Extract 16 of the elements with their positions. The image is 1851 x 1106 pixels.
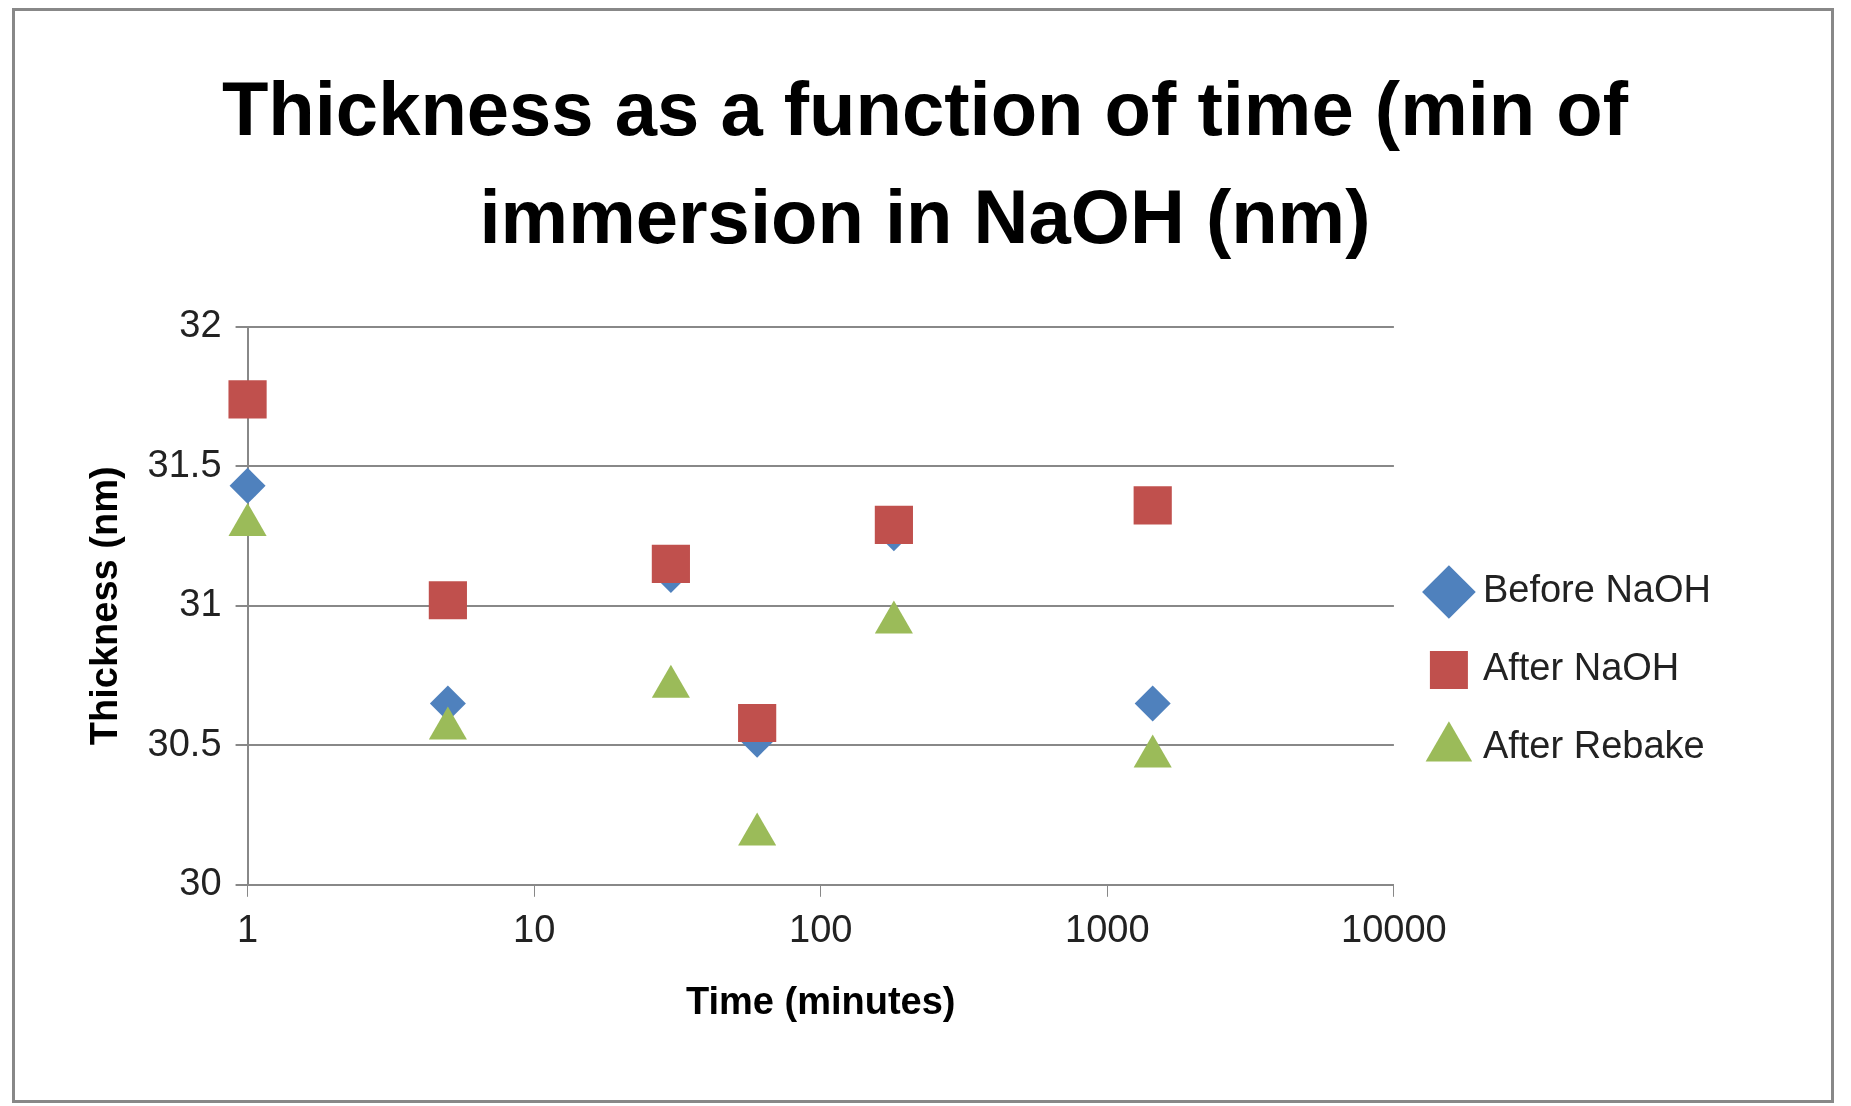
x-tick-label: 1000 [1065, 908, 1150, 951]
y-tick-label: 31.5 [147, 442, 222, 485]
x-axis-title: Time (minutes) [685, 979, 956, 1022]
y-tick-label: 31 [179, 582, 222, 625]
x-tick-label: 10 [513, 908, 556, 951]
x-tick-label: 1 [236, 908, 259, 951]
y-tick-label: 30.5 [147, 721, 222, 764]
x-tick-label: 100 [789, 908, 853, 951]
legend-label: After NaOH [1482, 646, 1680, 689]
x-tick-label: 10000 [1341, 908, 1447, 951]
y-tick-label: 32 [179, 303, 222, 346]
chart-title: Thickness as a function of time (min of immersion in NaOH (nm) [220, 65, 1630, 261]
y-axis-title: Thickness (nm) [83, 466, 126, 746]
legend-label: Before NaOH [1482, 568, 1711, 611]
legend-label: After Rebake [1482, 724, 1705, 767]
y-tick-label: 30 [179, 861, 222, 904]
